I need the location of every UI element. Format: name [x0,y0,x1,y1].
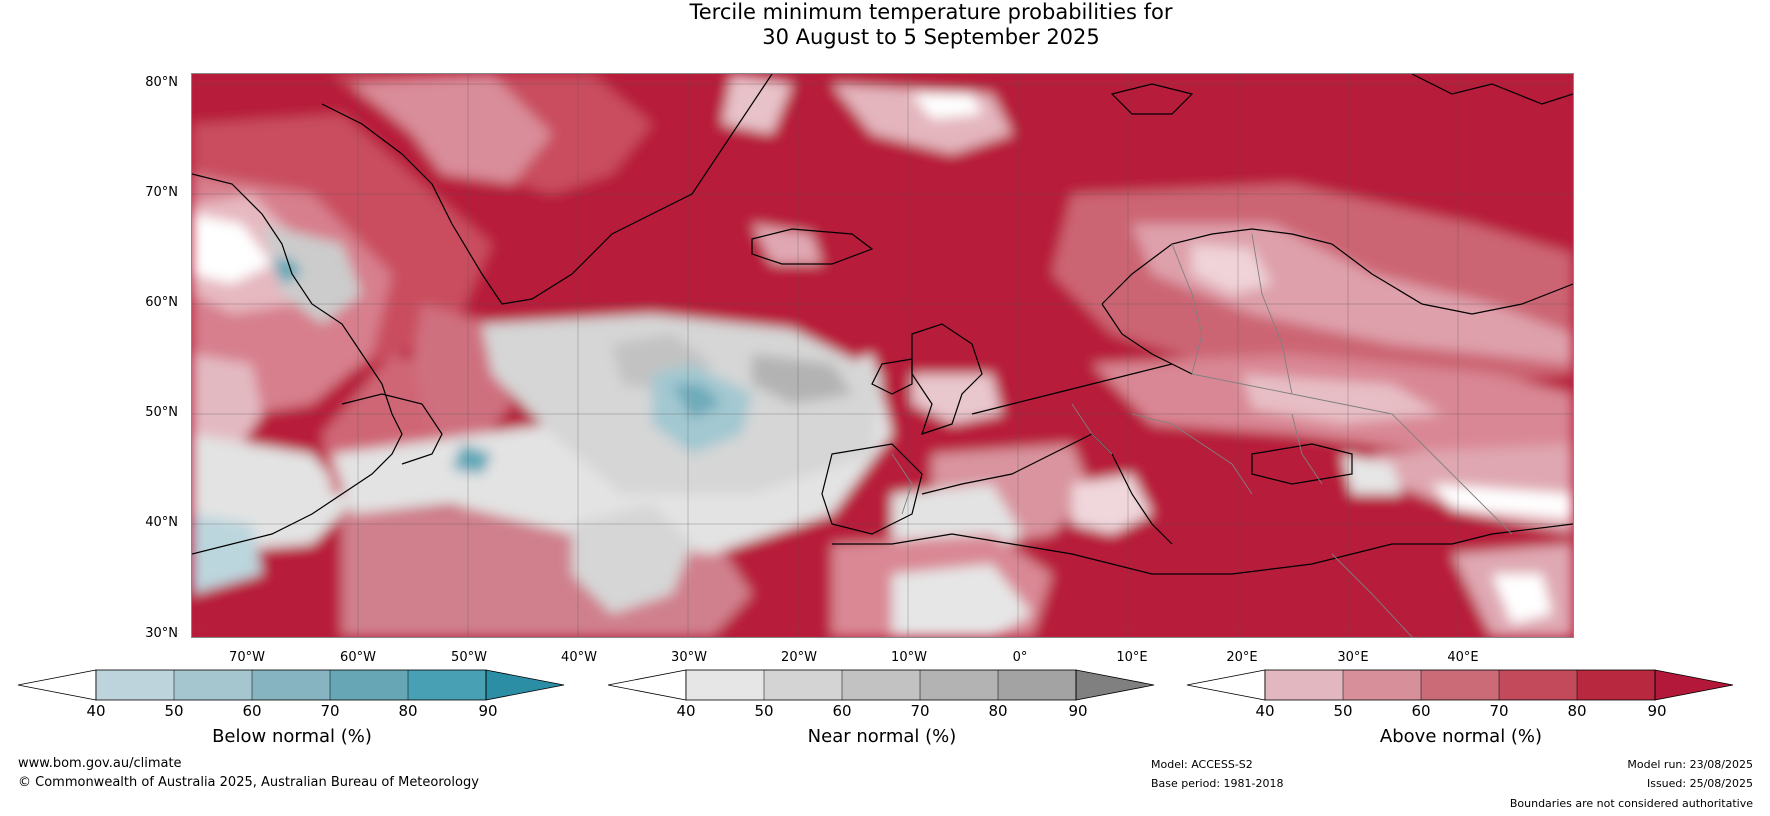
footer-disclaimer: Boundaries are not considered authoritat… [1509,797,1753,810]
colorbar-band [1421,670,1499,700]
lon-label-40w: 40°W [561,650,597,665]
lon-label-10w: 10°W [891,650,927,665]
legend-tick: 50 [1333,702,1353,720]
lon-label-20w: 20°W [781,650,817,665]
lat-label-80n: 80°N [145,75,178,90]
lon-label-40e: 40°E [1447,650,1479,665]
legend-ticks-near-normal: 40 50 60 70 80 90 [608,702,1156,720]
footer-issued: Issued: 25/08/2025 [1646,777,1753,790]
lon-label-30w: 30°W [671,650,707,665]
colorbar-above-normal [1186,669,1734,701]
colorbar-extend-low [1186,669,1266,701]
map-title-line1: Tercile minimum temperature probabilitie… [689,0,1173,24]
colorbar-band [764,670,842,700]
legend-near-normal: 40 50 60 70 80 90 Near normal (%) [607,668,1156,747]
legend-tick: 90 [478,702,498,720]
colorbar-band [1577,670,1655,700]
footer-model-run: Model run: 23/08/2025 [1627,758,1753,771]
colorbar-band [1265,670,1343,700]
colorbar-band [1343,670,1421,700]
map-title-line2: 30 August to 5 September 2025 [762,25,1100,49]
colorbar-band [842,670,920,700]
colorbar-band [998,670,1076,700]
legend-tick: 40 [676,702,696,720]
lon-label-20e: 20°E [1226,650,1258,665]
colorbar-band [174,670,252,700]
colorbar-band [330,670,408,700]
legend-tick: 90 [1647,702,1667,720]
probability-map [191,73,1574,638]
probability-field [192,74,1573,637]
legend-tick: 70 [910,702,930,720]
colorbar-near-normal [607,669,1155,701]
legend-tick: 70 [320,702,340,720]
legend-tick: 80 [398,702,418,720]
legend-title-above-normal: Above normal (%) [1379,726,1543,747]
coastlines [192,74,1573,575]
legend-below-normal: 40 50 60 70 80 90 Below normal (%) [17,668,566,747]
legend-tick: 60 [1411,702,1431,720]
lat-label-70n: 70°N [145,185,178,200]
footer-copyright: © Commonwealth of Australia 2025, Austra… [18,775,479,790]
lon-label-30e: 30°E [1337,650,1369,665]
colorbar-extend-high [485,669,565,701]
colorbar-outline [685,669,1077,701]
colorbar-extend-high [1075,669,1155,701]
country-borders [891,233,1513,637]
lon-label-50w: 50°W [451,650,487,665]
footer-model: Model: ACCESS-S2 [1151,758,1253,771]
map-title: Tercile minimum temperature probabilitie… [0,0,1770,50]
graticule [192,74,1573,637]
colorbar-outline [95,669,487,701]
lat-label-50n: 50°N [145,405,178,420]
legend-tick: 80 [1567,702,1587,720]
legend-title-below-normal: Below normal (%) [212,726,372,747]
lat-label-60n: 60°N [145,295,178,310]
legend-tick: 40 [1255,702,1275,720]
colorbar-band [686,670,764,700]
footer-website: www.bom.gov.au/climate [18,756,182,771]
lon-label-70w: 70°W [229,650,265,665]
lat-label-30n: 30°N [145,626,178,641]
legend-tick: 80 [988,702,1008,720]
legend-tick: 50 [164,702,184,720]
colorbar-extend-high [1654,669,1734,701]
colorbar-band [920,670,998,700]
colorbar-outline [1264,669,1656,701]
colorbar-extend-low [17,669,97,701]
footer-base-period: Base period: 1981-2018 [1151,777,1284,790]
colorbar-band [1499,670,1577,700]
legend-tick: 50 [754,702,774,720]
legend-tick: 60 [242,702,262,720]
legend-tick: 90 [1068,702,1088,720]
lon-label-10e: 10°E [1116,650,1148,665]
lon-label-0: 0° [1012,650,1028,665]
lon-label-60w: 60°W [340,650,376,665]
colorbar-below-normal [17,669,565,701]
colorbar-band [252,670,330,700]
map-canvas [192,74,1573,637]
legend-ticks-above-normal: 40 50 60 70 80 90 [1187,702,1735,720]
legend-tick: 40 [86,702,106,720]
legend-title-near-normal: Near normal (%) [807,726,957,747]
legend-tick: 70 [1489,702,1509,720]
lat-label-40n: 40°N [145,515,178,530]
legend-ticks-below-normal: 40 50 60 70 80 90 [18,702,566,720]
colorbar-band [408,670,486,700]
legend-above-normal: 40 50 60 70 80 90 Above normal (%) [1186,668,1735,747]
colorbar-band [96,670,174,700]
colorbar-extend-low [607,669,687,701]
legend-tick: 60 [832,702,852,720]
